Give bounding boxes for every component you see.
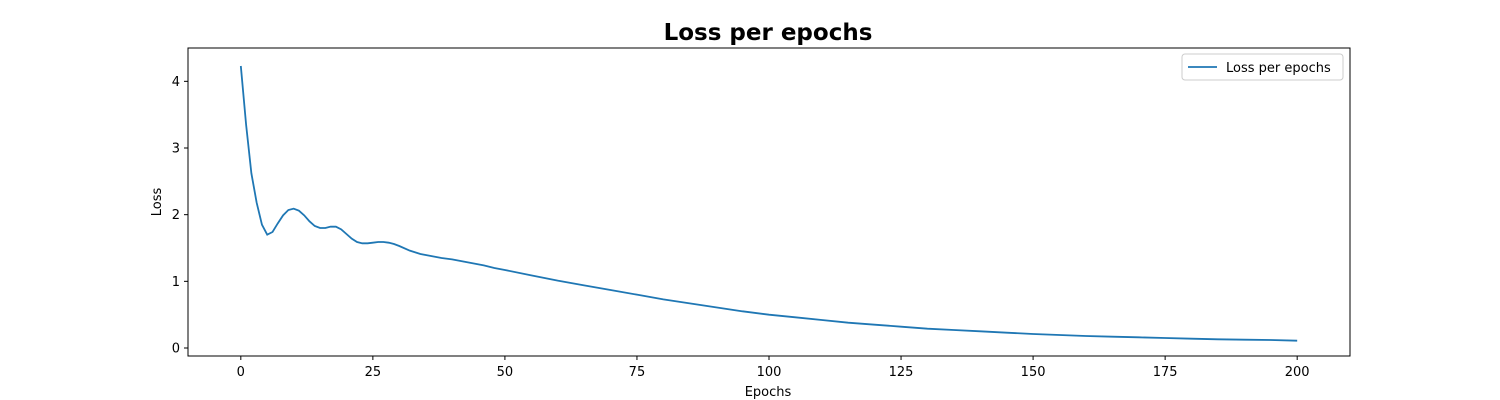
plot-area [187,47,1351,357]
y-axis: 0 1 2 3 4 [172,75,188,357]
legend: Loss per epochs [1181,53,1344,81]
x-tick-label: 0 [237,365,245,380]
y-axis-label: Loss [150,188,165,217]
x-tick-label: 175 [1153,365,1178,380]
legend-label: Loss per epochs [1226,61,1331,76]
x-tick-label: 25 [365,365,382,380]
y-tick-label: 1 [172,275,180,290]
y-tick-label: 2 [172,208,180,223]
y-tick-label: 0 [172,342,180,357]
x-tick-label: 200 [1285,365,1310,380]
loss-line [239,65,1298,342]
x-tick-label: 125 [889,365,914,380]
legend-box [1181,53,1344,81]
x-axis: 0 25 50 75 100 125 150 175 200 [237,356,1310,380]
y-tick-label: 3 [172,142,180,157]
x-tick-label: 50 [497,365,514,380]
x-tick-label: 150 [1021,365,1046,380]
x-axis-label: Epochs [745,385,792,400]
x-tick-label: 100 [757,365,782,380]
x-tick-label: 75 [629,365,646,380]
y-tick-label: 4 [172,75,180,90]
chart-title: Loss per epochs [664,20,873,46]
